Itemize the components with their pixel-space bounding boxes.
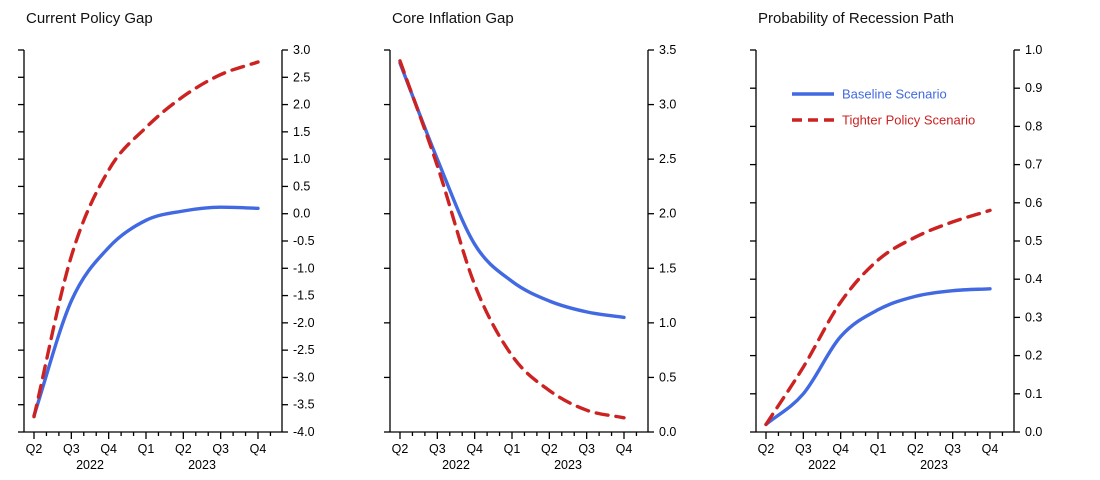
series-line-baseline-scenario xyxy=(398,61,626,320)
axes xyxy=(384,49,654,439)
series-line-tighter-policy-scenario xyxy=(764,208,992,427)
x-tick-label: Q4 xyxy=(982,442,999,456)
x-tick-label: Q4 xyxy=(616,442,633,456)
x-tick-label: Q3 xyxy=(212,442,229,456)
y-tick-label: 0.4 xyxy=(1025,272,1042,286)
chart-svg: 0.0 0.1 0.2 0.3 0.4 0.5 0.6 0.7 0.8 0.9 1.0 Q2 Q3 Q4 Q… xyxy=(750,43,1042,472)
y-tick-label: 0.6 xyxy=(1025,196,1042,210)
y-tick-label: 0.5 xyxy=(293,179,310,193)
x-tick-label: Q2 xyxy=(541,442,558,456)
y-tick-label: -3.5 xyxy=(293,398,315,412)
y-tick-label: 0.0 xyxy=(659,425,676,439)
x-tick-label: Q3 xyxy=(944,442,961,456)
chart-plot-area: -4.0 -3.5 -3.0 -2.5 -2.0 -1.5 -1.0 -0.5 0.0 0.5 1.… xyxy=(10,32,366,480)
year-label: 2023 xyxy=(920,458,948,472)
y-tick-label: 0.1 xyxy=(1025,387,1042,401)
year-label: 2022 xyxy=(76,458,104,472)
year-label: 2022 xyxy=(808,458,836,472)
y-tick-label: 3.0 xyxy=(659,98,676,112)
axes xyxy=(750,49,1020,439)
series-line-tighter-policy-scenario xyxy=(398,59,626,420)
chart-svg: -4.0 -3.5 -3.0 -2.5 -2.0 -1.5 -1.0 -0.5 0.0 0.5 1.… xyxy=(18,43,315,472)
x-tick-label: Q2 xyxy=(175,442,192,456)
y-tick-label: 0.3 xyxy=(1025,310,1042,324)
chart-title: Core Inflation Gap xyxy=(392,10,514,27)
y-tick-label: 1.0 xyxy=(293,152,310,166)
y-tick-label: 0.0 xyxy=(1025,425,1042,439)
y-tick-label: -4.0 xyxy=(293,425,315,439)
x-tick-label: Q3 xyxy=(795,442,812,456)
x-tick-label: Q3 xyxy=(578,442,595,456)
y-tick-label: 3.5 xyxy=(659,43,676,57)
axes xyxy=(18,49,288,439)
y-tick-label: 1.0 xyxy=(659,316,676,330)
y-tick-label: 0.0 xyxy=(293,207,310,221)
x-tick-label: Q1 xyxy=(138,442,155,456)
y-tick-label: -2.5 xyxy=(293,343,315,357)
y-tick-label: -0.5 xyxy=(293,234,315,248)
x-tick-label: Q4 xyxy=(466,442,483,456)
y-tick-label: 0.5 xyxy=(659,370,676,384)
x-tick-label: Q2 xyxy=(26,442,43,456)
series-line-baseline-scenario xyxy=(764,287,992,427)
x-tick-label: Q4 xyxy=(250,442,267,456)
chart-svg: 0.0 0.5 1.0 1.5 2.0 2.5 3.0 3.5 Q2 Q3 Q4 Q1 Q2 Q3 Q4 20… xyxy=(384,43,676,472)
x-tick-label: Q3 xyxy=(63,442,80,456)
y-tick-label: 1.5 xyxy=(659,261,676,275)
y-tick-label: 3.0 xyxy=(293,43,310,57)
y-tick-label: -1.5 xyxy=(293,289,315,303)
y-tick-label: 2.0 xyxy=(293,98,310,112)
legend: Baseline Scenario Tighter Policy Scenario xyxy=(792,87,975,128)
y-tick-label: -1.0 xyxy=(293,261,315,275)
y-tick-label: 0.8 xyxy=(1025,119,1042,133)
chart-plot-area: 0.0 0.5 1.0 1.5 2.0 2.5 3.0 3.5 Q2 Q3 Q4 Q1 Q2 Q3 Q4 20… xyxy=(376,32,732,480)
year-label: 2023 xyxy=(554,458,582,472)
x-tick-label: Q4 xyxy=(100,442,117,456)
y-tick-label: 0.7 xyxy=(1025,158,1042,172)
chart-plot-area: 0.0 0.1 0.2 0.3 0.4 0.5 0.6 0.7 0.8 0.9 1.0 Q2 Q3 Q4 Q… xyxy=(742,32,1098,480)
chart-title: Current Policy Gap xyxy=(26,10,153,27)
chart-current-policy-gap: Current Policy Gap -4.0 -3.5 -3.0 -2.5 -2.0-… xyxy=(0,0,366,480)
x-tick-label: Q2 xyxy=(758,442,775,456)
y-tick-label: 1.5 xyxy=(293,125,310,139)
x-tick-label: Q4 xyxy=(832,442,849,456)
x-tick-label: Q2 xyxy=(392,442,409,456)
year-label: 2022 xyxy=(442,458,470,472)
y-tick-label: -3.0 xyxy=(293,370,315,384)
chart-probability-of-recession: Probability of Recession Path 0.0 0.1 0.2 0… xyxy=(732,0,1098,480)
y-tick-label: 1.0 xyxy=(1025,43,1042,57)
x-tick-label: Q3 xyxy=(429,442,446,456)
y-tick-label: -2.0 xyxy=(293,316,315,330)
series-line-baseline-scenario xyxy=(32,205,260,418)
legend-label: Baseline Scenario xyxy=(842,87,947,102)
chart-core-inflation-gap: Core Inflation Gap 0.0 0.5 1.0 1.5 2.0 2.5 3.0… xyxy=(366,0,732,480)
y-tick-label: 0.9 xyxy=(1025,81,1042,95)
year-label: 2023 xyxy=(188,458,216,472)
y-tick-label: 0.2 xyxy=(1025,349,1042,363)
y-tick-label: 2.5 xyxy=(659,152,676,166)
x-tick-label: Q1 xyxy=(870,442,887,456)
y-tick-label: 0.5 xyxy=(1025,234,1042,248)
x-tick-label: Q2 xyxy=(907,442,924,456)
x-tick-label: Q1 xyxy=(504,442,521,456)
legend-label: Tighter Policy Scenario xyxy=(842,113,975,128)
y-tick-label: 2.0 xyxy=(659,207,676,221)
chart-title: Probability of Recession Path xyxy=(758,10,954,27)
y-tick-label: 2.5 xyxy=(293,70,310,84)
series-line-tighter-policy-scenario xyxy=(32,60,260,419)
